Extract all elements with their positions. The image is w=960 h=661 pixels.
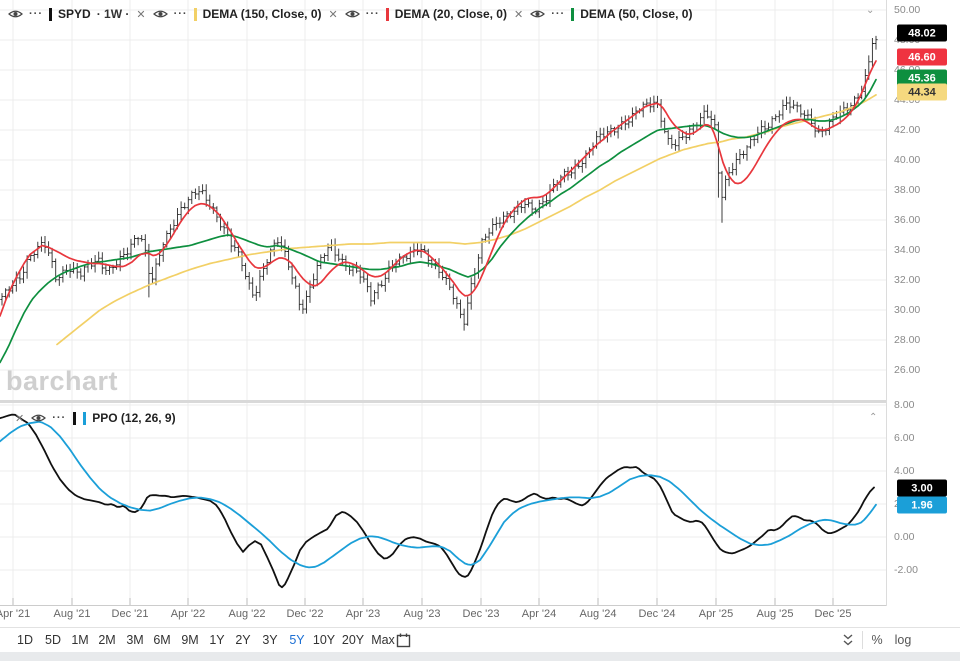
- series-color-bar: [193, 7, 197, 21]
- time-axis-label: Dec '24: [638, 608, 676, 620]
- range-button-20y[interactable]: 20Y: [341, 633, 365, 647]
- horizontal-scrollbar[interactable]: [0, 652, 960, 661]
- range-button-1d[interactable]: 1D: [17, 633, 33, 647]
- visibility-eye-icon[interactable]: [152, 8, 168, 20]
- remove-indicator-icon[interactable]: ✕: [15, 412, 25, 425]
- range-button-9m[interactable]: 9M: [181, 633, 199, 647]
- last-value-badge: 45.36: [897, 69, 947, 87]
- time-axis-label: Aug '23: [403, 608, 441, 620]
- range-button-1m[interactable]: 1M: [71, 633, 89, 647]
- range-button-max[interactable]: Max: [371, 633, 395, 647]
- barchart-watermark: barchart: [6, 366, 119, 396]
- axis-tick-label: 4.00: [894, 465, 915, 477]
- percent-scale-button[interactable]: %: [871, 633, 883, 647]
- time-axis-label: Dec '23: [462, 608, 500, 620]
- time-axis-label: Aug '21: [53, 608, 91, 620]
- axis-tick-label: 34.00: [894, 244, 921, 256]
- remove-indicator-icon[interactable]: ✕: [328, 8, 338, 21]
- axis-tick-label: 32.00: [894, 274, 921, 286]
- log-scale-button[interactable]: log: [894, 633, 912, 647]
- ppo-line: [0, 420, 877, 569]
- series-menu-icon[interactable]: ···: [365, 8, 380, 20]
- time-axis-label: Apr '25: [698, 608, 734, 620]
- chart-plot-area[interactable]: [0, 0, 886, 606]
- expand-ppo-pane-icon[interactable]: ⌃: [869, 412, 878, 423]
- range-button-10y[interactable]: 10Y: [312, 633, 336, 647]
- time-axis-label: Apr '21: [0, 608, 31, 620]
- last-value-badge: 48.02: [897, 24, 947, 42]
- time-axis-label: Apr '24: [521, 608, 557, 620]
- ppo-line: [0, 413, 875, 589]
- axis-tick-label: 36.00: [894, 214, 921, 226]
- range-button-2m[interactable]: 2M: [98, 633, 116, 647]
- remove-indicator-icon[interactable]: ✕: [136, 8, 146, 21]
- calendar-icon[interactable]: [396, 633, 411, 648]
- period-label[interactable]: · 1W ·: [96, 7, 130, 21]
- axis-border: [886, 0, 887, 606]
- range-button-2y[interactable]: 2Y: [235, 633, 251, 647]
- visibility-eye-icon[interactable]: [8, 8, 23, 20]
- last-value-badge: 1.96: [897, 496, 947, 514]
- range-button-3y[interactable]: 3Y: [262, 633, 278, 647]
- visibility-eye-icon[interactable]: [344, 8, 360, 20]
- axis-tick-label: 28.00: [894, 334, 921, 346]
- time-axis-label: Aug '24: [579, 608, 617, 620]
- time-axis-label: Dec '25: [814, 608, 852, 620]
- axis-tick-label: -2.00: [894, 564, 918, 576]
- indicator-label: DEMA (50, Close, 0): [580, 7, 693, 21]
- range-button-5y[interactable]: 5Y: [289, 633, 305, 647]
- remove-indicator-icon[interactable]: ✕: [513, 8, 524, 21]
- range-button-1y[interactable]: 1Y: [209, 633, 225, 647]
- series-color-bar: [83, 411, 87, 425]
- time-axis-label: Dec '21: [111, 608, 149, 620]
- last-value-badge: 46.60: [897, 48, 947, 66]
- series-color-bar: [385, 7, 389, 21]
- series-color-bar: [73, 411, 77, 425]
- series-color-bar: [49, 7, 52, 21]
- axis-tick-label: 26.00: [894, 364, 921, 376]
- range-button-6m[interactable]: 6M: [153, 633, 171, 647]
- series-menu-icon[interactable]: ···: [29, 8, 43, 20]
- time-axis-label: Apr '22: [170, 608, 206, 620]
- time-axis-label: Aug '22: [228, 608, 266, 620]
- price-ohlc-bars: [0, 35, 878, 331]
- axis-tick-label: 38.00: [894, 184, 921, 196]
- axis-tick-label: 8.00: [894, 399, 915, 411]
- symbol-label: SPYD: [58, 7, 91, 21]
- series-menu-icon[interactable]: ···: [52, 412, 67, 424]
- visibility-eye-icon[interactable]: [31, 412, 47, 424]
- main-legend: ··· SPYD · 1W · ✕ ··· DEMA (150, Close, 0) ✕ ··…: [8, 5, 692, 23]
- visibility-eye-icon[interactable]: [530, 8, 546, 20]
- axis-tick-label: 30.00: [894, 304, 921, 316]
- indicator-label: PPO (12, 26, 9): [92, 411, 176, 425]
- series-menu-icon[interactable]: ···: [173, 8, 188, 20]
- ppo-legend: ✕ ··· PPO (12, 26, 9): [14, 409, 176, 427]
- range-button-3m[interactable]: 3M: [126, 633, 144, 647]
- series-menu-icon[interactable]: ···: [551, 8, 566, 20]
- axis-tick-label: 6.00: [894, 432, 915, 444]
- series-color-bar: [571, 7, 575, 21]
- axis-tick-label: 42.00: [894, 124, 921, 136]
- axis-tick-label: 0.00: [894, 531, 915, 543]
- range-button-5d[interactable]: 5D: [45, 633, 61, 647]
- indicator-label: DEMA (150, Close, 0): [202, 7, 322, 21]
- last-value-badge: 44.34: [897, 83, 947, 101]
- dema-line: [0, 60, 877, 317]
- last-value-badge: 3.00: [897, 479, 947, 497]
- axis-tick-label: 40.00: [894, 154, 921, 166]
- collapse-price-pane-icon[interactable]: ⌄: [866, 5, 875, 16]
- time-axis-label: Apr '23: [345, 608, 381, 620]
- pane-divider: [0, 400, 886, 403]
- time-axis-label: Dec '22: [286, 608, 324, 620]
- collapse-toolbar-chevrons-icon[interactable]: [841, 634, 855, 647]
- axis-tick-label: 50.00: [894, 4, 921, 16]
- indicator-label: DEMA (20, Close, 0): [394, 7, 507, 21]
- range-toolbar: % log 1D 5D 1M 2M 3M 6M 9M 1Y 2Y 3Y 5Y 10Y 20Y Max: [0, 627, 960, 653]
- time-axis-label: Aug '25: [756, 608, 794, 620]
- dema-line: [0, 78, 877, 364]
- toolbar-divider: [862, 631, 863, 649]
